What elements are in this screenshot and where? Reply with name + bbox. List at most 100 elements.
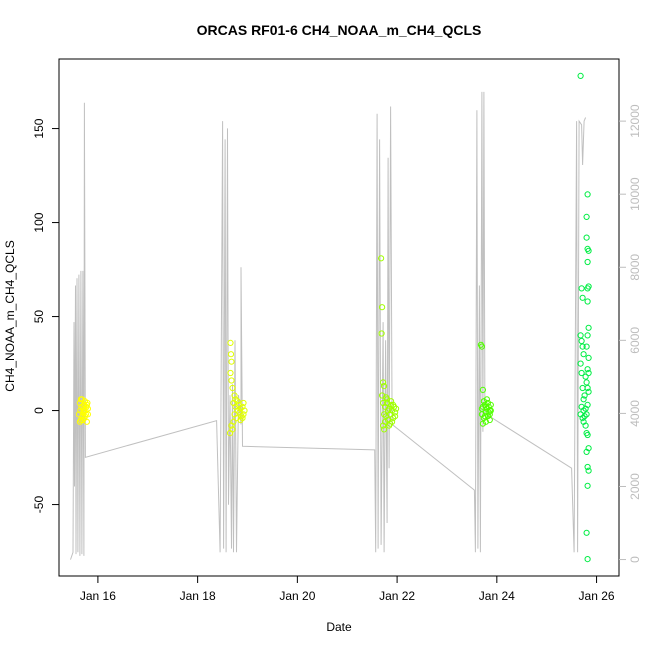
data-point	[227, 369, 234, 377]
altitude-layer	[70, 91, 587, 560]
data-point	[231, 392, 238, 399]
series-rf02	[226, 339, 248, 437]
data-point	[581, 392, 588, 399]
data-point	[239, 415, 246, 422]
data-point	[583, 448, 590, 455]
data-point	[83, 401, 91, 408]
data-point	[387, 420, 394, 427]
data-point	[584, 431, 591, 439]
chart-title: ORCAS RF01-6 CH4_NOAA_m_CH4_QCLS	[197, 22, 482, 38]
series-rf03	[378, 255, 400, 433]
data-point	[583, 343, 590, 350]
data-point	[229, 384, 236, 392]
data-point	[583, 234, 590, 241]
data-point	[479, 420, 486, 427]
data-point	[577, 360, 584, 367]
data-point	[383, 394, 390, 401]
series-rf01	[75, 396, 92, 425]
y-right-tick-label: 12000	[628, 104, 642, 138]
x-tick-label: Jan 16	[80, 589, 116, 603]
data-point	[578, 337, 585, 345]
data-point	[584, 332, 591, 339]
x-tick-label: Jan 22	[379, 589, 415, 603]
x-tick-label: Jan 20	[279, 589, 315, 603]
data-point	[579, 294, 586, 301]
data-point	[584, 556, 591, 563]
x-tick-label: Jan 18	[180, 589, 216, 603]
data-point	[578, 369, 585, 377]
data-point	[381, 411, 388, 418]
data-point	[584, 366, 591, 373]
data-point	[585, 324, 592, 331]
y-right-tick-label: 2000	[628, 473, 642, 500]
series-rf04	[477, 341, 494, 427]
data-point	[580, 407, 587, 414]
altitude-line	[70, 91, 587, 560]
data-point	[234, 398, 241, 405]
data-point	[478, 343, 485, 350]
data-point	[579, 384, 586, 392]
data-point	[584, 401, 591, 408]
data-point	[390, 401, 397, 408]
data-point	[577, 332, 584, 339]
data-point	[228, 358, 235, 365]
data-point	[380, 399, 387, 407]
data-point	[580, 351, 587, 358]
data-point	[584, 482, 591, 489]
data-point	[486, 407, 493, 414]
data-point	[392, 413, 399, 420]
y-right-tick-label: 8000	[628, 254, 642, 281]
data-point	[393, 405, 400, 412]
data-point	[581, 413, 588, 420]
data-point	[483, 396, 490, 403]
data-point	[381, 426, 388, 433]
data-point	[229, 426, 236, 433]
y-axis-left: -50 0 50 100 150	[32, 118, 59, 513]
data-point	[585, 388, 592, 395]
data-point	[378, 255, 385, 262]
data-point	[582, 373, 589, 380]
data-point	[232, 396, 239, 403]
x-axis: Jan 16 Jan 18 Jan 20 Jan 22 Jan 24 Jan 26	[80, 576, 615, 603]
data-point	[583, 411, 590, 418]
data-point	[80, 407, 88, 414]
data-point	[240, 411, 247, 418]
y-axis-right: 0 2000 4000 6000 8000 10000 12000	[619, 104, 642, 563]
x-tick-label: Jan 24	[479, 589, 515, 603]
y-left-tick-label: 0	[32, 407, 46, 414]
y-right-tick-label: 0	[628, 556, 642, 563]
data-point	[585, 354, 592, 361]
data-point	[583, 529, 590, 536]
data-point	[580, 396, 587, 403]
data-point	[237, 416, 244, 424]
data-point	[584, 191, 591, 198]
data-point	[578, 285, 585, 292]
series-rf05	[577, 72, 592, 563]
data-point	[389, 418, 396, 425]
y-axis-label: CH4_NOAA_m_CH4_QCLS	[3, 240, 17, 391]
data-point	[392, 409, 399, 416]
data-point	[584, 463, 591, 471]
data-point	[390, 415, 397, 422]
data-point	[585, 369, 592, 377]
data-point	[479, 386, 486, 393]
data-point	[381, 383, 388, 390]
data-point	[79, 413, 86, 420]
data-point	[584, 384, 591, 392]
data-point	[583, 379, 590, 386]
data-point	[584, 285, 591, 292]
data-point	[584, 258, 591, 266]
data-point	[241, 407, 248, 414]
data-point	[230, 418, 237, 425]
data-point	[579, 343, 586, 350]
y-left-tick-label: 150	[32, 118, 46, 138]
y-left-tick-label: -50	[32, 496, 46, 514]
data-point	[84, 411, 92, 418]
data-point	[227, 339, 234, 346]
data-point	[585, 247, 592, 254]
data-point	[486, 416, 493, 424]
data-point	[228, 377, 235, 384]
data-point	[579, 415, 586, 422]
y-right-tick-label: 10000	[628, 177, 642, 211]
